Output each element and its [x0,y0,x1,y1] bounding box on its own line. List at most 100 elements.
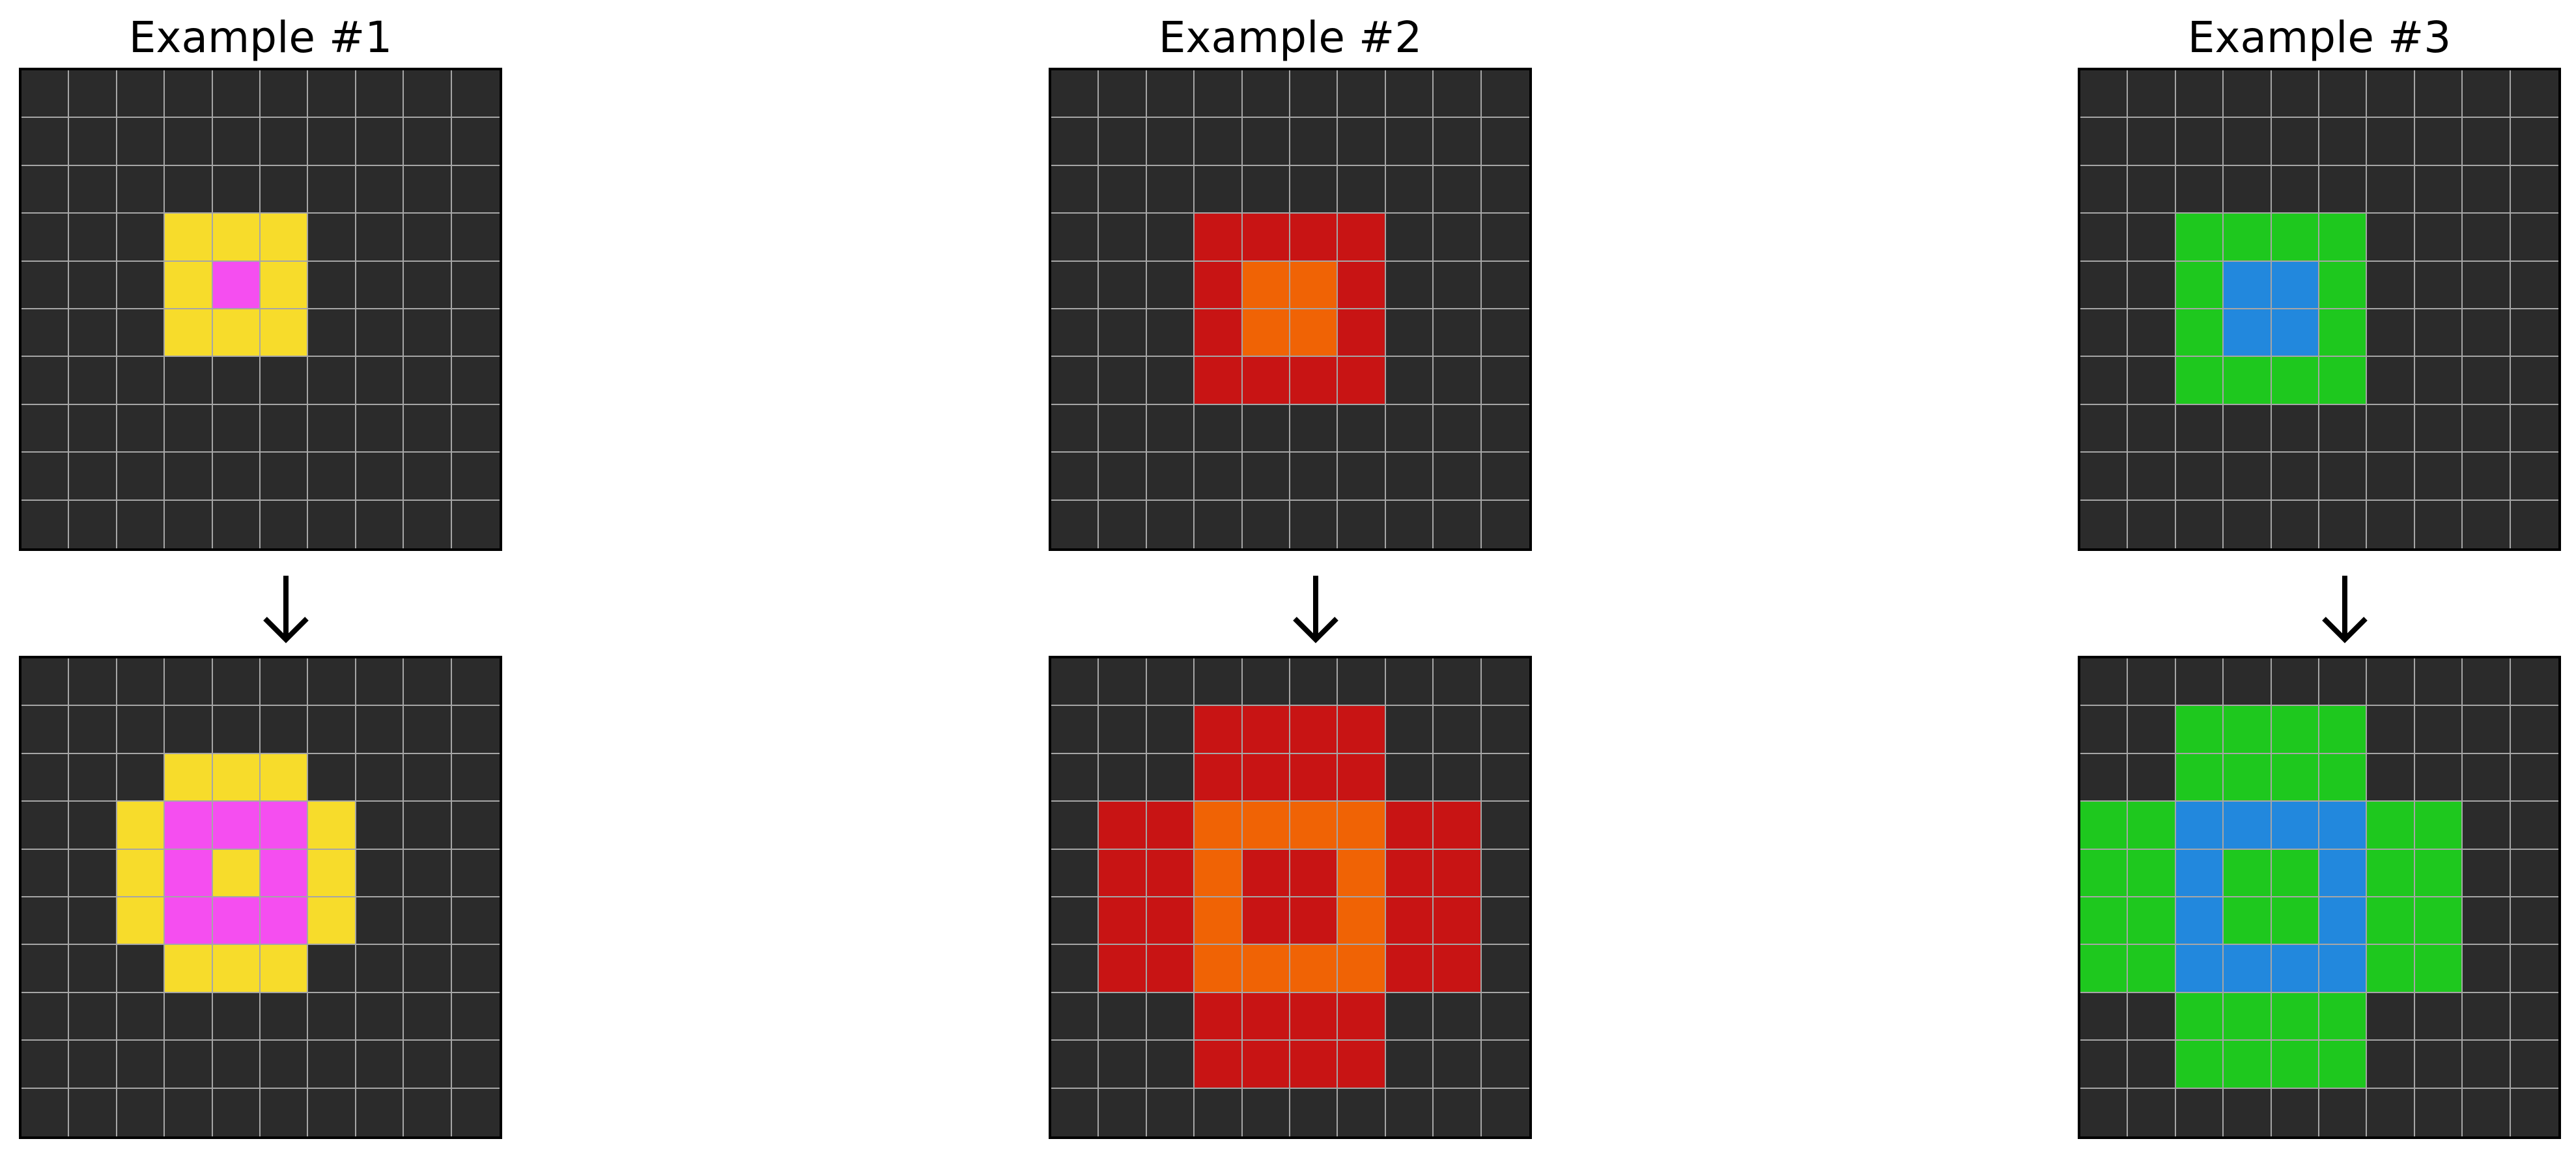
grid-cell [2510,404,2558,453]
grid-cell [165,214,213,262]
grid-cell [261,897,309,946]
grid-cell [21,214,70,262]
grid-cell [1338,309,1386,358]
grid-cell [1051,357,1099,405]
grid-cell [2271,897,2319,946]
grid-cell [2224,404,2272,453]
grid-cell [451,897,500,946]
grid-cell [1099,1088,1147,1136]
grid-cell [2510,706,2558,754]
grid-cell [308,165,356,214]
grid-cell [308,658,356,707]
grid-cell [1146,500,1195,548]
grid-cell [2367,1041,2415,1089]
grid-cell [1385,992,1434,1041]
grid-cell [1481,404,1529,453]
grid-cell [1338,897,1386,946]
grid-cell [2367,753,2415,802]
grid-cell [2367,453,2415,501]
grid-cell [1146,404,1195,453]
grid-cell [1195,945,1243,993]
grid-cell [1434,897,1482,946]
grid-cell [2367,992,2415,1041]
grid-cell [261,753,309,802]
grid-cell [451,70,500,119]
grid-cell [1338,1088,1386,1136]
grid-cell [2271,992,2319,1041]
grid-cell [2414,992,2463,1041]
grid-cell [1099,70,1147,119]
grid-cell [2128,897,2176,946]
grid-cell [21,70,70,119]
grid-cell [308,706,356,754]
grid-cell [1051,849,1099,897]
grid-cell [2080,658,2129,707]
example-2: Example #2 [1049,0,1532,1154]
grid-cell [212,118,261,166]
grid-cell [2080,165,2129,214]
grid-cell [1290,70,1338,119]
grid-cell [2319,1041,2368,1089]
grid-cell [21,753,70,802]
grid-cell [1099,404,1147,453]
grid-cell [2080,849,2129,897]
grid-cell [308,261,356,309]
grid-cell [2271,1041,2319,1089]
grid-cell [2080,309,2129,358]
grid-cell [1385,357,1434,405]
grid-cell [69,802,117,850]
grid-cell [1481,849,1529,897]
grid-cell [261,118,309,166]
grid-cell [261,849,309,897]
grid-cell [1290,945,1338,993]
grid-cell [2175,70,2224,119]
grid-cell [1481,992,1529,1041]
grid-cell [2175,945,2224,993]
grid-cell [2128,118,2176,166]
grid-cell [1242,658,1290,707]
grid-cell [1290,357,1338,405]
grid-cell [2319,706,2368,754]
grid-cell [404,404,452,453]
grid-cell [69,118,117,166]
grid-cell [165,357,213,405]
arrow-down-icon [2322,576,2368,643]
grid-cell [1338,992,1386,1041]
grid-cell [117,118,165,166]
grid-cell [1146,658,1195,707]
grid-cell [2175,261,2224,309]
grid-cell [212,658,261,707]
grid-cell [261,658,309,707]
grid-cell [2414,357,2463,405]
grid-cell [2080,118,2129,166]
grid-cell [212,1088,261,1136]
grid-cell [308,1041,356,1089]
grid-cell [2224,214,2272,262]
grid-cell [2367,70,2415,119]
grid-cell [2175,165,2224,214]
grid-cell [2463,118,2511,166]
grid-cell [1242,70,1290,119]
grid-cell [69,453,117,501]
grid-cell [308,500,356,548]
grid-cell [2271,165,2319,214]
grid-cell [1434,118,1482,166]
grid-cell [308,357,356,405]
grid-cell [1146,753,1195,802]
grid-cell [1099,453,1147,501]
grid-cell [21,706,70,754]
grid-cell [117,500,165,548]
grid-cell [2463,945,2511,993]
grid-cell [2271,658,2319,707]
grid-cell [1434,357,1482,405]
grid-cell [261,1088,309,1136]
grid-cell [1195,1041,1243,1089]
grid-cell [1051,214,1099,262]
grid-cell [1481,500,1529,548]
grid-cell [1385,849,1434,897]
grid-cell [2367,261,2415,309]
grid-cell [2175,706,2224,754]
grid-cell [404,706,452,754]
grid-cell [1385,70,1434,119]
grid-cell [1290,214,1338,262]
